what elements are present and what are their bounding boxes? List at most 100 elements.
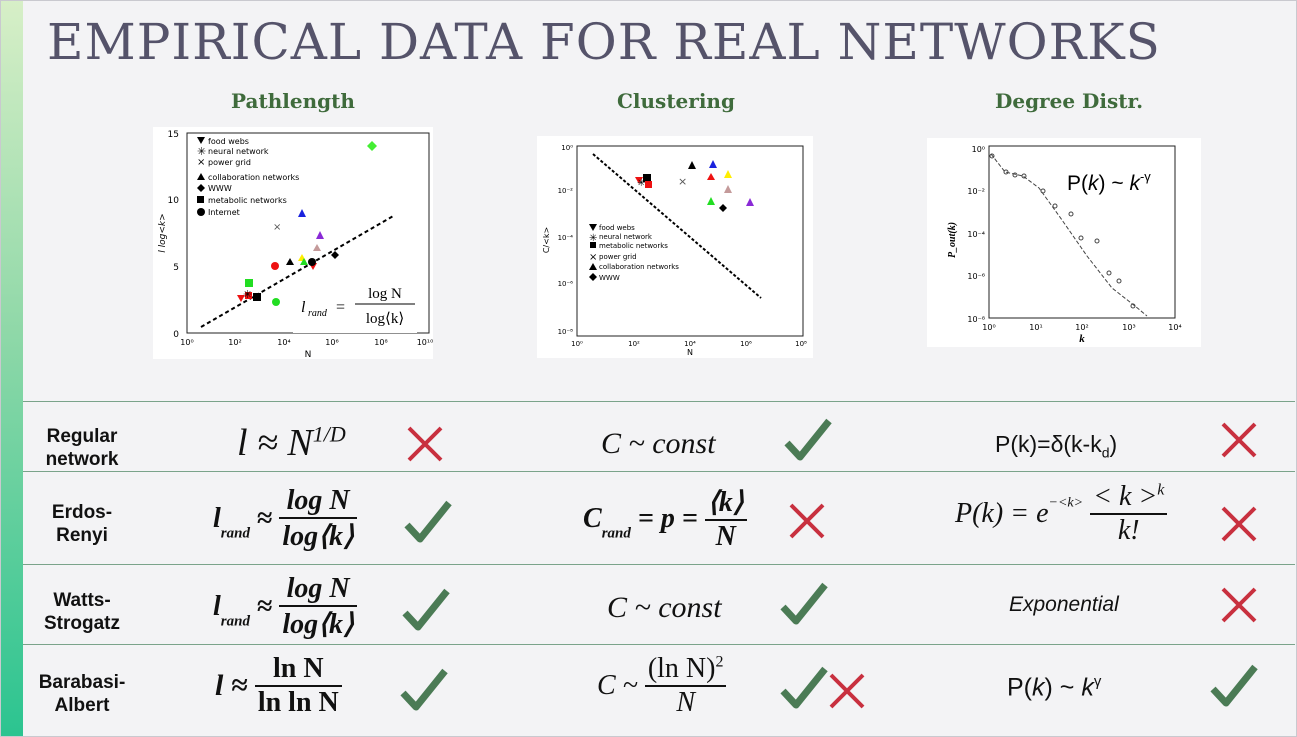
- x-tick: 10⁰: [982, 323, 995, 332]
- formula-ba-degree: P(k) ~ kγ: [1007, 673, 1102, 702]
- data-point: [645, 181, 652, 188]
- legend-item: food webs: [599, 224, 635, 232]
- row-separator: [23, 401, 1295, 402]
- y-tick: 10⁰: [972, 145, 985, 154]
- legend-item: power grid: [208, 158, 251, 167]
- data-point: [286, 258, 294, 265]
- x-axis-label: N: [305, 350, 312, 359]
- x-tick: 10⁴: [277, 338, 290, 347]
- x-tick: 10²: [1075, 323, 1088, 332]
- cross-icon: [1221, 587, 1257, 623]
- data-point: [724, 170, 732, 178]
- degree-plot: 10⁰ 10⁻² 10⁻⁴ 10⁻⁶ 10⁻⁸ 10⁰ 10¹ 10² 10³ …: [927, 138, 1201, 347]
- check-icon: [784, 418, 832, 461]
- data-point: ✳: [243, 288, 252, 301]
- check-icon: [402, 588, 450, 631]
- row-separator: [23, 564, 1295, 565]
- x-tick: 10⁴: [684, 340, 696, 348]
- data-point: [245, 292, 252, 299]
- legend-marker: [590, 242, 596, 248]
- cross-icon: [1221, 506, 1257, 542]
- legend-item: metabolic networks: [599, 242, 668, 250]
- y-tick: 10⁻⁴: [967, 230, 985, 239]
- check-icon: [780, 666, 828, 709]
- formula-den: log⟨k⟩: [366, 311, 404, 327]
- legend-item: metabolic networks: [208, 196, 287, 205]
- legend-marker: ×: [589, 252, 597, 263]
- formula-box: [293, 277, 417, 333]
- data-point: [709, 160, 717, 168]
- row-label-regular: Regular network: [45, 426, 119, 470]
- data-point: [298, 209, 306, 217]
- data-point: [316, 231, 324, 239]
- x-tick: 10¹: [1029, 323, 1042, 332]
- formula-eq: =: [336, 299, 345, 316]
- data-point: [724, 185, 732, 193]
- formula-er-degree: P(k) = e−<k> < k >k k!: [955, 481, 1168, 547]
- fit-line: [592, 153, 762, 299]
- row-label-watts-strogatz: Watts- Strogatz: [44, 590, 120, 634]
- column-heading-clustering: Clustering: [617, 89, 735, 113]
- y-tick: 10⁻⁸: [967, 315, 985, 324]
- data-point: [367, 141, 377, 151]
- cross-icon: [407, 426, 443, 462]
- legend-item: power grid: [599, 253, 637, 261]
- x-tick: 10¹⁰: [417, 338, 433, 347]
- data-point: [313, 244, 321, 251]
- formula-regular-degree: P(k)=δ(k-kd): [995, 431, 1118, 461]
- data-point: [1116, 278, 1122, 284]
- y-tick: 10: [168, 196, 180, 206]
- formula-regular-clustering: C ~ const: [601, 427, 716, 460]
- legend-marker: ✳: [589, 233, 597, 244]
- y-tick: 10⁰: [561, 144, 573, 152]
- data-point: [719, 204, 727, 212]
- y-tick: 5: [173, 263, 179, 273]
- legend-item: collaboration networks: [599, 263, 679, 271]
- y-tick: 10⁻⁸: [558, 328, 574, 336]
- row-separator: [23, 644, 1295, 645]
- legend-marker: [589, 273, 597, 281]
- y-tick: 15: [168, 130, 179, 140]
- check-icon: [400, 668, 448, 711]
- formula-ws-degree: Exponential: [1009, 593, 1119, 616]
- fit-line: [990, 153, 1148, 317]
- data-point: [1040, 188, 1046, 194]
- data-point: [707, 197, 715, 205]
- formula-ws-clustering: C ~ const: [607, 591, 722, 624]
- formula-er-clustering: Crand = p = ⟨k⟩ N: [583, 485, 747, 553]
- check-icon: [1210, 664, 1258, 707]
- data-point: [308, 258, 316, 266]
- formula-sub: rand: [308, 308, 328, 319]
- data-point: [688, 161, 696, 169]
- data-point: [271, 262, 279, 270]
- data-point: [300, 258, 308, 265]
- legend-item: food webs: [208, 137, 249, 146]
- legend-item: neural network: [599, 233, 653, 241]
- row-separator: [23, 471, 1295, 472]
- x-tick: 10³: [1122, 323, 1135, 332]
- legend-marker: [197, 196, 204, 203]
- legend-item: collaboration networks: [208, 173, 299, 182]
- data-point: [1068, 211, 1074, 217]
- legend-marker: ×: [197, 157, 205, 168]
- data-point: ✳: [637, 178, 645, 189]
- x-tick: 10⁰: [180, 338, 193, 347]
- legend-marker: [589, 224, 597, 231]
- pathlength-plot: 0 5 10 15 10⁰ 10² 10⁴ 10⁶ 10⁸ 10¹⁰ N l l…: [153, 127, 433, 359]
- x-tick: 10²: [628, 340, 640, 348]
- legend-marker: [589, 263, 597, 270]
- data-point: [1106, 270, 1112, 276]
- cross-icon: [789, 503, 825, 539]
- data-point: [245, 279, 253, 287]
- y-tick: 0: [173, 330, 179, 340]
- column-heading-pathlength: Pathlength: [231, 89, 355, 113]
- data-point: [746, 198, 754, 206]
- fit-line: [200, 214, 396, 328]
- x-tick: 10⁶: [325, 338, 338, 347]
- formula-l: l: [301, 299, 306, 316]
- y-tick: 10⁻⁶: [967, 272, 985, 281]
- y-tick: 10⁻⁴: [558, 234, 574, 242]
